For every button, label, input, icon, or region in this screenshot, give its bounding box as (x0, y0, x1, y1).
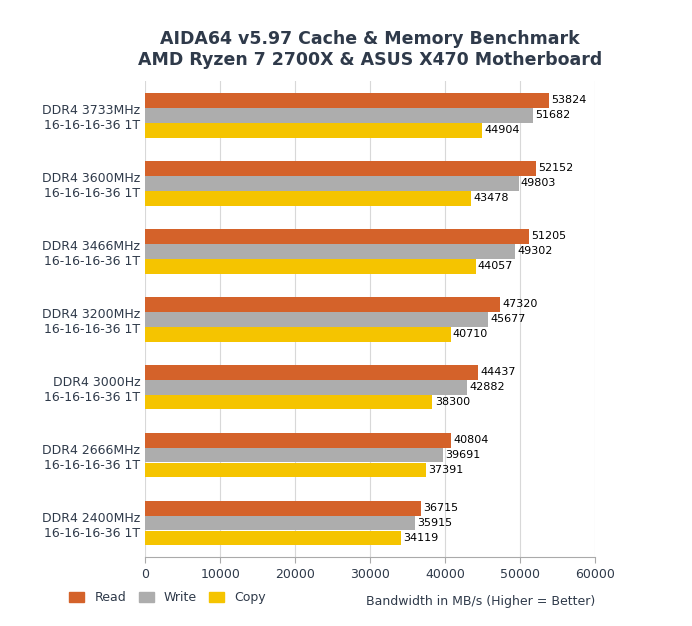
Text: 47320: 47320 (502, 299, 538, 309)
Text: 44904: 44904 (484, 125, 520, 135)
Bar (145, 93, 549, 108)
Text: 49803: 49803 (521, 178, 556, 188)
Text: 40804: 40804 (453, 435, 489, 445)
Bar (145, 176, 519, 191)
Text: 37391: 37391 (428, 465, 463, 475)
Bar (145, 244, 515, 259)
Legend: Read, Write, Copy: Read, Write, Copy (64, 587, 271, 610)
Text: 49302: 49302 (517, 246, 552, 256)
Title: AIDA64 v5.97 Cache & Memory Benchmark
AMD Ryzen 7 2700X & ASUS X470 Motherboard: AIDA64 v5.97 Cache & Memory Benchmark AM… (138, 30, 602, 69)
Bar (145, 380, 467, 394)
Bar (145, 365, 478, 379)
Bar (145, 123, 482, 138)
Bar (145, 161, 536, 176)
Text: 40710: 40710 (453, 329, 488, 339)
Bar (145, 229, 529, 244)
Text: 35915: 35915 (417, 518, 452, 528)
Text: 44437: 44437 (481, 367, 516, 377)
Text: 39691: 39691 (445, 450, 480, 460)
Bar (145, 327, 450, 342)
Text: Bandwidth in MB/s (Higher = Better): Bandwidth in MB/s (Higher = Better) (366, 595, 595, 608)
Text: 43478: 43478 (473, 193, 509, 203)
Bar (145, 531, 401, 545)
Bar (145, 516, 415, 530)
Bar (145, 395, 432, 409)
Text: 45677: 45677 (490, 314, 525, 324)
Text: 44057: 44057 (478, 261, 513, 271)
Text: 36715: 36715 (423, 503, 458, 513)
Text: 53824: 53824 (551, 95, 586, 105)
Bar (145, 259, 475, 274)
Bar (145, 501, 421, 516)
Text: 51205: 51205 (531, 232, 567, 242)
Bar (145, 108, 533, 123)
Bar (145, 297, 500, 312)
Text: 38300: 38300 (435, 397, 470, 407)
Bar (145, 312, 488, 327)
Bar (145, 448, 443, 463)
Text: 52152: 52152 (538, 163, 574, 173)
Bar (145, 433, 451, 448)
Text: 34119: 34119 (403, 533, 439, 543)
Text: 42882: 42882 (469, 382, 504, 393)
Bar (145, 191, 471, 205)
Bar (145, 463, 426, 478)
Text: 51682: 51682 (535, 110, 570, 120)
